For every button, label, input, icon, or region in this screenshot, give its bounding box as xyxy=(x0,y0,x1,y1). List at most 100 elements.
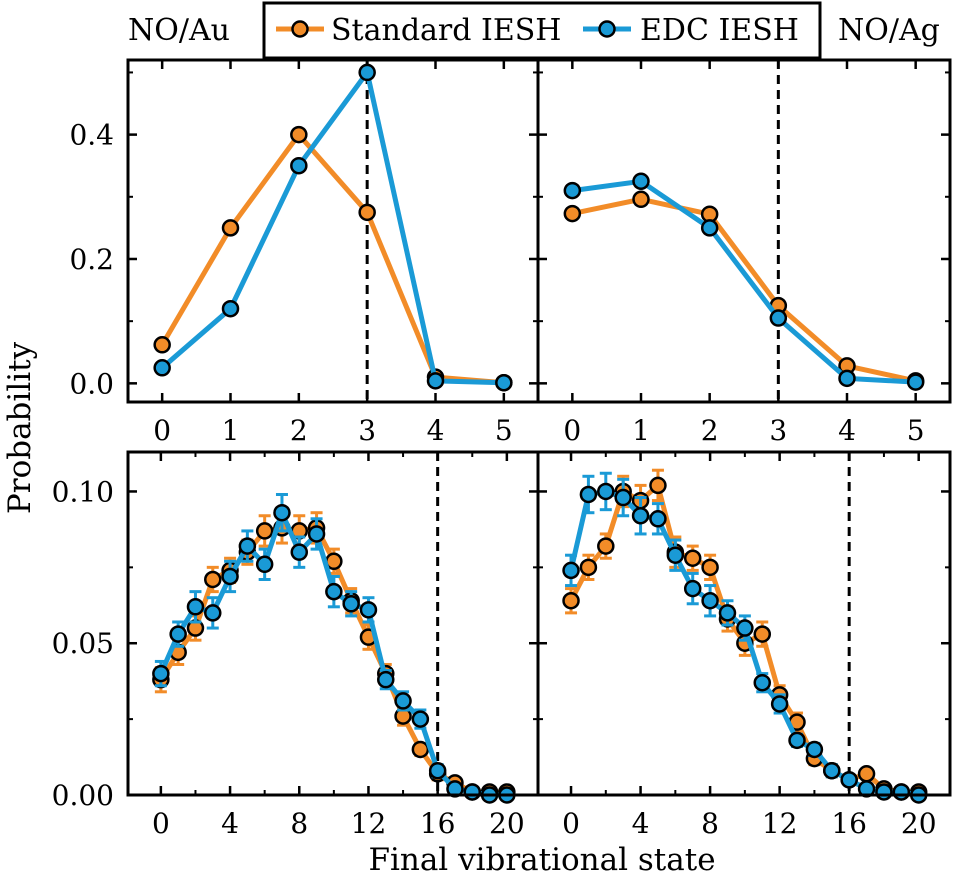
data-point xyxy=(840,771,858,789)
panel-bottom-right: 0 4 8 12 16 20 xyxy=(536,450,952,840)
data-point xyxy=(736,619,754,637)
legend: Standard IESH EDC IESH xyxy=(262,1,822,60)
data-point xyxy=(325,582,343,601)
x-tick-label: 0 xyxy=(562,807,580,840)
legend-label-edc: EDC IESH xyxy=(640,13,799,48)
x-tick-label: 0 xyxy=(153,414,171,447)
data-point xyxy=(153,359,171,377)
data-point xyxy=(377,670,395,689)
data-point xyxy=(238,537,257,555)
series-line-standard xyxy=(571,196,917,384)
data-point xyxy=(770,695,789,713)
x-tick-label: 4 xyxy=(838,414,856,447)
data-point xyxy=(683,579,702,598)
data-point xyxy=(753,673,772,692)
data-point xyxy=(358,203,376,222)
panels: 0 1 2 3 4 50.00.20.40 1 2 3 4 50 4 8 12 16 200.000.050.… xyxy=(52,58,952,840)
x-tick-label: 3 xyxy=(358,414,376,447)
y-tick-label: 0.2 xyxy=(69,243,114,276)
data-point xyxy=(359,601,378,619)
data-point xyxy=(788,731,806,750)
x-tick-label: 4 xyxy=(221,807,239,840)
panel-top-right: 0 1 2 3 4 5 xyxy=(536,58,952,447)
x-tick-label: 1 xyxy=(222,414,240,447)
series-standard xyxy=(153,125,513,392)
data-point xyxy=(597,537,615,555)
series-standard xyxy=(563,190,925,390)
data-point xyxy=(411,740,430,759)
data-point xyxy=(632,190,650,209)
x-tick-label: 4 xyxy=(632,807,650,840)
data-point xyxy=(753,625,772,643)
legend-marker-edc xyxy=(598,20,616,38)
x-tick-label: 0 xyxy=(152,807,170,840)
data-point xyxy=(875,783,893,801)
x-tick-label: 5 xyxy=(907,414,925,447)
data-point xyxy=(838,369,856,388)
panel-frame xyxy=(126,58,540,404)
x-tick-label: 20 xyxy=(489,807,525,840)
data-point xyxy=(649,510,667,528)
series-standard xyxy=(152,511,516,801)
x-tick-label: 12 xyxy=(351,807,387,840)
data-point xyxy=(255,555,274,574)
series-line-edc xyxy=(571,178,916,385)
data-point xyxy=(204,604,222,622)
series-line-edc xyxy=(160,69,504,386)
series-edc xyxy=(153,63,513,392)
data-point xyxy=(463,783,482,801)
data-point xyxy=(579,485,598,504)
x-tick-label: 4 xyxy=(427,414,445,447)
x-tick-label: 16 xyxy=(831,807,867,840)
data-point xyxy=(358,63,376,82)
data-point xyxy=(857,765,876,783)
data-point xyxy=(597,482,615,501)
x-tick-label: 3 xyxy=(769,414,787,447)
data-point xyxy=(169,625,187,643)
data-point xyxy=(394,692,412,710)
data-point xyxy=(221,299,240,318)
data-point xyxy=(718,604,737,622)
data-point xyxy=(273,503,291,522)
data-point xyxy=(152,664,170,683)
x-tick-label: 20 xyxy=(901,807,937,840)
x-tick-label: 8 xyxy=(701,807,719,840)
panel-frame xyxy=(536,450,952,797)
data-point xyxy=(700,219,719,237)
data-point xyxy=(426,372,445,390)
series-edc xyxy=(152,492,516,804)
y-tick-label: 0.00 xyxy=(52,779,114,812)
right-surface-label: NO/Ag xyxy=(838,13,940,48)
data-point xyxy=(495,373,513,392)
x-tick-label: 2 xyxy=(701,414,719,447)
data-point xyxy=(579,558,598,577)
data-point xyxy=(649,476,667,495)
data-point xyxy=(563,181,582,200)
x-tick-label: 2 xyxy=(290,414,308,447)
data-point xyxy=(221,567,239,586)
x-axis-title: Final vibrational state xyxy=(368,842,715,878)
data-point xyxy=(823,761,841,780)
data-point xyxy=(683,549,702,567)
data-point xyxy=(428,761,447,780)
data-point xyxy=(290,125,308,144)
legend-box xyxy=(262,1,822,60)
panel-bottom-left: 0 4 8 12 16 20 0.00 0.05 0.10 xyxy=(52,450,540,840)
y-tick-label: 0.05 xyxy=(52,627,114,660)
y-tick-label: 0.0 xyxy=(69,367,114,400)
data-point xyxy=(701,558,719,577)
y-tick-label: 0.4 xyxy=(69,119,114,152)
data-point xyxy=(255,522,274,540)
series-edc xyxy=(563,172,925,391)
data-point xyxy=(563,204,582,223)
x-tick-label: 16 xyxy=(420,807,456,840)
y-axis-title: Probability xyxy=(2,341,38,514)
data-point xyxy=(614,488,632,507)
legend-marker-standard xyxy=(291,20,309,38)
x-tick-label: 8 xyxy=(290,807,308,840)
x-tick-label: 12 xyxy=(762,807,798,840)
data-point xyxy=(307,525,326,543)
panel-frame xyxy=(536,58,952,404)
x-tick-label: 1 xyxy=(632,414,650,447)
